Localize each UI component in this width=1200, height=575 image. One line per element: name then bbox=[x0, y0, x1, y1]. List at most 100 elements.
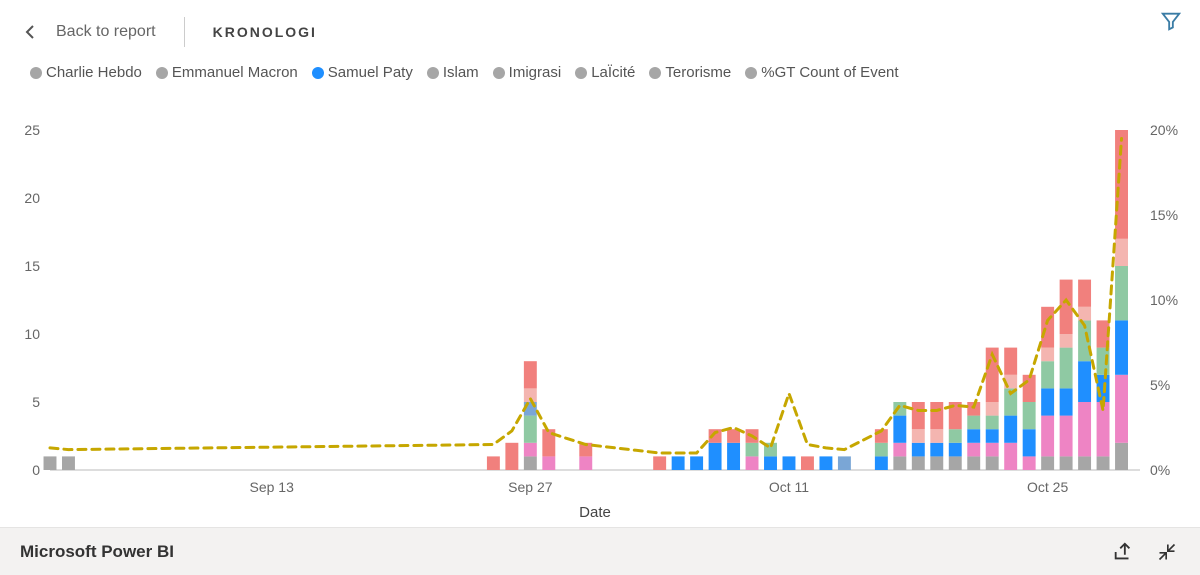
bar-islam[interactable] bbox=[524, 416, 537, 443]
bar-charlie[interactable] bbox=[1060, 456, 1073, 470]
bar-laicite[interactable] bbox=[912, 429, 925, 443]
bar-terorisme[interactable] bbox=[505, 443, 518, 470]
filter-icon[interactable] bbox=[1160, 10, 1182, 32]
trend-line[interactable] bbox=[50, 139, 1122, 454]
bar-paty[interactable] bbox=[1004, 416, 1017, 443]
bar-macron[interactable] bbox=[579, 456, 592, 470]
bar-macron[interactable] bbox=[1041, 416, 1054, 457]
bar-terorisme[interactable] bbox=[1078, 280, 1091, 307]
bar-macron[interactable] bbox=[1004, 443, 1017, 470]
bar-terorisme[interactable] bbox=[1041, 307, 1054, 348]
bar-charlie[interactable] bbox=[930, 456, 943, 470]
bar-laicite[interactable] bbox=[930, 429, 943, 443]
bar-paty[interactable] bbox=[690, 456, 703, 470]
bar-charlie[interactable] bbox=[1115, 443, 1128, 470]
bar-paty[interactable] bbox=[1023, 429, 1036, 456]
bar-charlie[interactable] bbox=[986, 456, 999, 470]
bar-charlie[interactable] bbox=[912, 456, 925, 470]
bar-laicite[interactable] bbox=[1060, 334, 1073, 348]
collapse-icon[interactable] bbox=[1154, 539, 1180, 565]
bar-paty[interactable] bbox=[764, 456, 777, 470]
legend-item-line[interactable]: %GT Count of Event bbox=[745, 64, 898, 81]
bar-islam[interactable] bbox=[967, 416, 980, 430]
legend-item-terorisme[interactable]: Terorisme bbox=[649, 64, 731, 81]
legend-dot-icon bbox=[30, 67, 42, 79]
bar-paty[interactable] bbox=[1115, 320, 1128, 374]
bar-paty[interactable] bbox=[912, 443, 925, 457]
bar-terorisme[interactable] bbox=[930, 402, 943, 429]
bar-macron[interactable] bbox=[1078, 402, 1091, 456]
legend-item-laicite[interactable]: LaÏcité bbox=[575, 64, 635, 81]
bar-paty[interactable] bbox=[893, 416, 906, 443]
bar-paty[interactable] bbox=[672, 456, 685, 470]
bar-terorisme[interactable] bbox=[912, 402, 925, 429]
bar-macron[interactable] bbox=[893, 443, 906, 457]
bar-islam[interactable] bbox=[1023, 402, 1036, 429]
bar-paty[interactable] bbox=[930, 443, 943, 457]
bar-paty[interactable] bbox=[875, 456, 888, 470]
bar-paty[interactable] bbox=[967, 429, 980, 443]
legend-item-charlie[interactable]: Charlie Hebdo bbox=[30, 64, 142, 81]
bar-paty[interactable] bbox=[783, 456, 796, 470]
bar-macron[interactable] bbox=[986, 443, 999, 457]
bar-macron[interactable] bbox=[542, 456, 555, 470]
bar-paty[interactable] bbox=[1041, 388, 1054, 415]
bar-macron[interactable] bbox=[1060, 416, 1073, 457]
svg-text:5%: 5% bbox=[1150, 377, 1170, 393]
bar-paty[interactable] bbox=[819, 456, 832, 470]
back-link[interactable]: Back to report bbox=[56, 23, 156, 41]
bar-macron[interactable] bbox=[524, 443, 537, 457]
bar-paty[interactable] bbox=[949, 443, 962, 457]
legend-item-paty[interactable]: Samuel Paty bbox=[312, 64, 413, 81]
legend-item-macron[interactable]: Emmanuel Macron bbox=[156, 64, 298, 81]
bar-charlie[interactable] bbox=[967, 456, 980, 470]
bar-terorisme[interactable] bbox=[487, 456, 500, 470]
bar-terorisme[interactable] bbox=[1023, 375, 1036, 402]
bar-charlie[interactable] bbox=[949, 456, 962, 470]
share-icon[interactable] bbox=[1110, 539, 1136, 565]
bar-paty[interactable] bbox=[709, 443, 722, 470]
bar-terorisme[interactable] bbox=[727, 429, 740, 443]
bar-terorisme[interactable] bbox=[524, 361, 537, 388]
legend-item-imigrasi[interactable]: Imigrasi bbox=[493, 64, 562, 81]
bar-charlie[interactable] bbox=[44, 456, 57, 470]
legend-dot-icon bbox=[745, 67, 757, 79]
bar-terorisme[interactable] bbox=[801, 456, 814, 470]
bar-islam[interactable] bbox=[1115, 266, 1128, 320]
bar-charlie[interactable] bbox=[1097, 456, 1110, 470]
bar-macron[interactable] bbox=[967, 443, 980, 457]
bar-laicite[interactable] bbox=[1078, 307, 1091, 321]
bar-islam[interactable] bbox=[986, 416, 999, 430]
bar-paty[interactable] bbox=[1060, 388, 1073, 415]
bar-paty[interactable] bbox=[727, 443, 740, 470]
back-chevron-icon[interactable] bbox=[20, 22, 40, 42]
bar-charlie[interactable] bbox=[62, 456, 75, 470]
legend-item-islam[interactable]: Islam bbox=[427, 64, 479, 81]
bar-macron[interactable] bbox=[1023, 456, 1036, 470]
chart-svg[interactable]: 05101520250%5%10%15%20%Sep 13Sep 27Oct 1… bbox=[0, 120, 1200, 525]
bar-charlie[interactable] bbox=[1078, 456, 1091, 470]
bar-imigrasi[interactable] bbox=[838, 456, 851, 470]
bar-islam[interactable] bbox=[1041, 361, 1054, 388]
bar-islam[interactable] bbox=[1060, 348, 1073, 389]
bar-charlie[interactable] bbox=[893, 456, 906, 470]
bar-laicite[interactable] bbox=[1041, 348, 1054, 362]
bar-terorisme[interactable] bbox=[653, 456, 666, 470]
bar-macron[interactable] bbox=[746, 456, 759, 470]
bar-paty[interactable] bbox=[986, 429, 999, 443]
bar-charlie[interactable] bbox=[1041, 456, 1054, 470]
bar-macron[interactable] bbox=[1115, 375, 1128, 443]
legend-label: Islam bbox=[443, 64, 479, 81]
bar-paty[interactable] bbox=[1078, 361, 1091, 402]
bar-laicite[interactable] bbox=[986, 402, 999, 416]
legend-dot-icon bbox=[649, 67, 661, 79]
bar-islam[interactable] bbox=[875, 443, 888, 457]
bar-islam[interactable] bbox=[949, 429, 962, 443]
bar-charlie[interactable] bbox=[524, 456, 537, 470]
bar-terorisme[interactable] bbox=[1004, 348, 1017, 375]
svg-text:25: 25 bbox=[24, 122, 40, 138]
legend-dot-icon bbox=[575, 67, 587, 79]
bar-laicite[interactable] bbox=[1115, 239, 1128, 266]
bar-islam[interactable] bbox=[746, 443, 759, 457]
svg-text:Oct 11: Oct 11 bbox=[769, 479, 809, 495]
